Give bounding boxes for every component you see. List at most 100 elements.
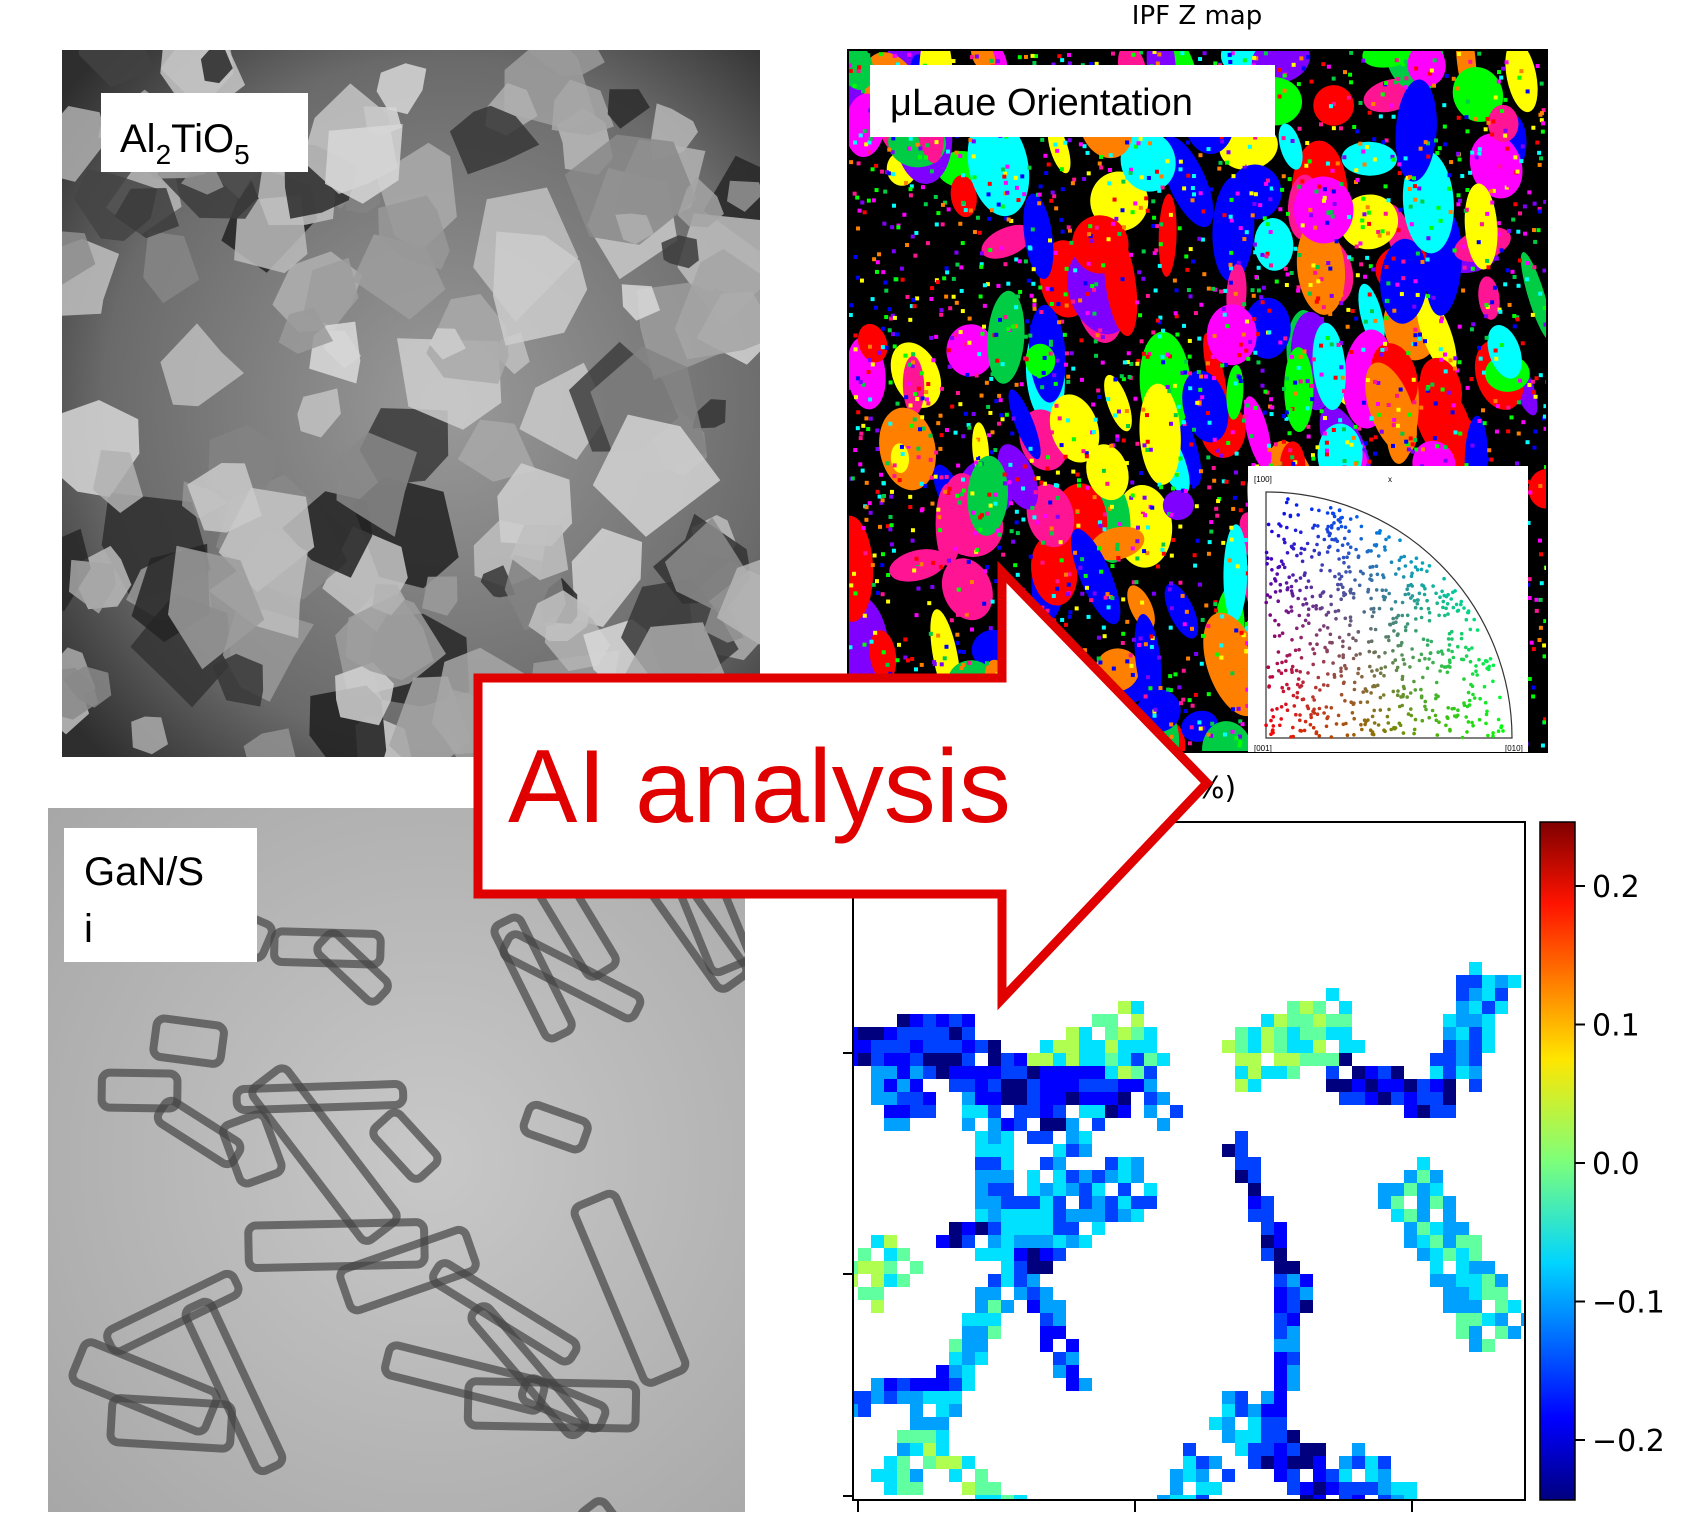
- ipf-pixel: [1283, 336, 1287, 340]
- pole-dot: [1290, 668, 1294, 672]
- ipf-pixel: [918, 427, 922, 431]
- strain-pixel: [1105, 1092, 1118, 1105]
- ipf-pixel: [1239, 226, 1243, 230]
- ipf-pixel: [1015, 510, 1019, 514]
- ipf-pixel: [1470, 151, 1474, 155]
- ipf-pixel: [1014, 305, 1018, 309]
- ipf-pixel: [1032, 515, 1036, 519]
- strain-pixel: [1053, 1209, 1066, 1222]
- ipf-pixel: [1230, 538, 1234, 542]
- ipf-pixel: [1264, 254, 1268, 258]
- ipf-pixel: [1413, 198, 1417, 202]
- strain-pixel: [884, 1248, 897, 1261]
- strain-pixel: [923, 1040, 936, 1053]
- ipf-pixel: [1542, 269, 1546, 273]
- pole-dot: [1353, 681, 1357, 685]
- ipf-pixel: [1213, 61, 1217, 65]
- strain-pixel: [1391, 1196, 1404, 1209]
- strain-pixel: [754, 1053, 767, 1066]
- strain-pixel: [884, 1378, 897, 1391]
- pole-dot: [1401, 614, 1405, 618]
- strain-pixel: [1326, 1469, 1339, 1482]
- strain-pixel: [1092, 1079, 1105, 1092]
- ipf-pixel: [876, 260, 880, 264]
- ipf-pixel: [1087, 615, 1091, 619]
- ipf-pixel: [1444, 459, 1448, 463]
- strain-pixel: [962, 1313, 975, 1326]
- strain-pixel: [1079, 1209, 1092, 1222]
- ipf-pixel: [1349, 80, 1353, 84]
- ipf-pixel: [1137, 643, 1141, 647]
- ipf-pixel: [1403, 409, 1407, 413]
- ipf-pixel: [881, 498, 885, 502]
- ipf-pixel: [948, 487, 952, 491]
- pole-dot: [1442, 594, 1446, 598]
- pole-dot: [1278, 565, 1282, 569]
- strain-pixel: [1092, 1209, 1105, 1222]
- strain-pixel: [1274, 1274, 1287, 1287]
- ipf-pixel: [1086, 311, 1090, 315]
- ipf-pixel: [1342, 427, 1346, 431]
- pole-dot: [1402, 731, 1406, 735]
- strain-pixel: [1157, 1092, 1170, 1105]
- ipf-pixel: [1408, 187, 1412, 191]
- pole-dot: [1366, 700, 1370, 704]
- strain-pixel: [871, 1391, 884, 1404]
- pole-dot: [1290, 638, 1294, 642]
- pole-dot: [1468, 699, 1472, 703]
- strain-pixel: [1118, 1157, 1131, 1170]
- pole-dot: [1467, 691, 1471, 695]
- ipf-pixel: [1332, 126, 1336, 130]
- ipf-pixel: [911, 539, 915, 543]
- ipf-pixel: [1391, 158, 1395, 162]
- pole-dot: [1344, 525, 1348, 529]
- pole-dot: [1373, 721, 1377, 725]
- strain-pixel: [1027, 1274, 1040, 1287]
- ipf-pixel: [1390, 104, 1394, 108]
- pole-dot: [1298, 713, 1302, 717]
- strain-pixel: [1261, 1066, 1274, 1079]
- ipf-pixel: [1490, 201, 1494, 205]
- ipf-pixel: [900, 445, 904, 449]
- ipf-pixel: [1233, 496, 1237, 500]
- ipf-pixel: [876, 490, 880, 494]
- ipf-pixel: [881, 327, 885, 331]
- strain-pixel: [1378, 1508, 1391, 1521]
- ipf-pixel: [1384, 316, 1388, 320]
- strain-pixel: [1092, 1196, 1105, 1209]
- ipf-pixel: [1170, 606, 1174, 610]
- strain-pixel: [910, 1404, 923, 1417]
- pole-dot: [1372, 651, 1376, 655]
- ipf-pixel: [1129, 653, 1133, 657]
- ipf-pixel: [945, 266, 949, 270]
- ipf-pixel: [1387, 198, 1391, 202]
- strain-pixel: [1482, 988, 1495, 1001]
- strain-pixel: [1183, 1495, 1196, 1508]
- ipf-pixel: [1177, 685, 1181, 689]
- strain-pixel: [1287, 1482, 1300, 1495]
- ipf-pixel: [964, 208, 968, 212]
- strain-pixel: [1014, 1118, 1027, 1131]
- ipf-pixel: [1053, 143, 1057, 147]
- strain-pixel: [1027, 1222, 1040, 1235]
- strain-pixel: [767, 1066, 780, 1079]
- strain-pixel: [1430, 1248, 1443, 1261]
- ipf-pixel: [893, 54, 897, 58]
- strain-pixel: [1105, 1170, 1118, 1183]
- strain-pixel: [1417, 1170, 1430, 1183]
- pole-dot: [1282, 538, 1286, 542]
- ipf-pixel: [1068, 61, 1072, 65]
- ipf-pixel: [1067, 225, 1071, 229]
- pole-dot: [1394, 572, 1398, 576]
- ipf-pixel: [1314, 189, 1318, 193]
- strain-pixel: [1456, 988, 1469, 1001]
- strain-pixel: [1014, 1105, 1027, 1118]
- strain-pixel: [1287, 1378, 1300, 1391]
- ipf-pixel: [1086, 486, 1090, 490]
- ipf-pixel: [1021, 518, 1025, 522]
- ipf-pixel: [1125, 409, 1129, 413]
- strain-pixel: [1157, 1521, 1170, 1530]
- pole-dot: [1471, 684, 1475, 688]
- ipf-pixel: [886, 600, 890, 604]
- strain-pixel: [1040, 1521, 1053, 1530]
